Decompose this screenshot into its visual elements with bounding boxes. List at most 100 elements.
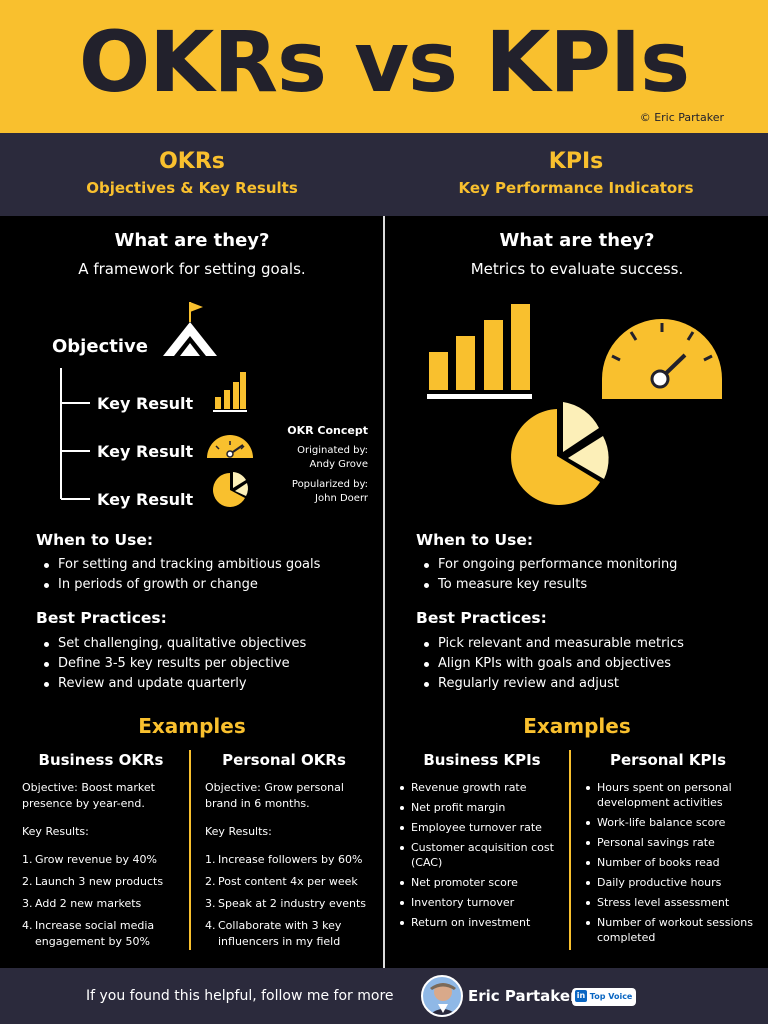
- personal-kpi-list: Hours spent on personal development acti…: [583, 780, 753, 945]
- okr-when-list: For setting and tracking ambitious goals…: [36, 555, 320, 595]
- list-item: 3. Speak at 2 industry events: [205, 897, 367, 910]
- list-item: 4. Collaborate with 3 key influencers in …: [205, 919, 342, 948]
- okr-concept: OKR Concept Originated by: Andy Grove Po…: [287, 424, 368, 506]
- originated-name: Andy Grove: [309, 459, 368, 470]
- list-item: For ongoing performance monitoring: [416, 555, 677, 575]
- list-item: Revenue growth rate: [399, 780, 567, 795]
- okr-best-list: Set challenging, qualitative objectives …: [36, 634, 306, 694]
- list-item: Return on investment: [399, 915, 567, 930]
- list-item: Number of workout sessions completed: [585, 915, 753, 945]
- copyright: © Eric Partaker: [639, 111, 724, 124]
- list-item: 1. Grow revenue by 40%: [22, 853, 157, 866]
- okr-subtitle: Objectives & Key Results: [86, 179, 298, 197]
- business-okrs-title: Business OKRs: [38, 751, 164, 769]
- business-kr-list: 1. Grow revenue by 40% 2. Launch 3 new pro…: [16, 852, 186, 950]
- list-item: Regularly review and adjust: [416, 674, 684, 694]
- business-kpis-title: Business KPIs: [423, 751, 541, 769]
- key-result-label: Key Result: [97, 490, 194, 509]
- business-kr-label: Key Results:: [22, 825, 89, 838]
- personal-okrs-title: Personal OKRs: [222, 751, 346, 769]
- list-item: In periods of growth or change: [36, 575, 320, 595]
- kpi-best-list: Pick relevant and measurable metrics Ali…: [416, 634, 684, 694]
- column-divider: [383, 216, 385, 968]
- personal-okrs: Personal OKRs Objective: Grow personal b…: [199, 746, 369, 956]
- list-item: 2. Post content 4x per week: [205, 875, 358, 888]
- top-voice-badge[interactable]: in Top Voice: [572, 988, 636, 1006]
- okr-what-title: What are they?: [114, 230, 270, 251]
- list-item: Customer acquisition cost (CAC): [399, 840, 567, 870]
- kpi-when-list: For ongoing performance monitoring To me…: [416, 555, 677, 595]
- kpi-what-title: What are they?: [499, 230, 655, 251]
- title-banner: OKRs vs KPIs © Eric Partaker: [0, 0, 768, 133]
- key-result-label: Key Result: [97, 442, 194, 461]
- okr-diagram: [60, 302, 253, 507]
- follow-cta: If you found this helpful, follow me for…: [86, 988, 394, 1004]
- column-header: OKRs Objectives & Key Results KPIs Key P…: [0, 133, 768, 216]
- bar-chart-icon: [213, 372, 247, 412]
- list-item: 1. Increase followers by 60%: [205, 853, 363, 866]
- list-item: For setting and tracking ambitious goals: [36, 555, 320, 575]
- popularized-name: John Doerr: [315, 493, 368, 504]
- personal-kr-label: Key Results:: [205, 825, 272, 838]
- list-item: Net promoter score: [399, 875, 567, 890]
- list-item: Number of books read: [585, 855, 753, 870]
- gauge-icon: [602, 319, 722, 399]
- list-item: Employee turnover rate: [399, 820, 567, 835]
- concept-title: OKR Concept: [287, 424, 368, 437]
- personal-objective: Objective: Grow personal brand in 6 mont…: [205, 781, 344, 810]
- gauge-icon: [207, 435, 253, 458]
- business-kpis: Business KPIs Revenue growth rate Net pr…: [397, 746, 567, 935]
- key-result-label: Key Result: [97, 394, 194, 413]
- okr-best-title: Best Practices:: [36, 609, 167, 627]
- kpi-illustration: [427, 304, 722, 505]
- bar-chart-icon: [427, 304, 532, 399]
- kpi-best-title: Best Practices:: [416, 609, 547, 627]
- footer: If you found this helpful, follow me for…: [0, 968, 768, 1024]
- list-item: Align KPIs with goals and objectives: [416, 654, 684, 674]
- list-item: Hours spent on personal development acti…: [585, 780, 753, 810]
- personal-kr-list: 1. Increase followers by 60% 2. Post conte…: [199, 852, 369, 950]
- pie-chart-icon: [213, 472, 248, 507]
- list-item: To measure key results: [416, 575, 677, 595]
- kpi-what-text: Metrics to evaluate success.: [470, 260, 684, 278]
- list-item: Daily productive hours: [585, 875, 753, 890]
- personal-kpis-title: Personal KPIs: [609, 751, 727, 769]
- list-item: Review and update quarterly: [36, 674, 306, 694]
- kpi-examples-title: Examples: [523, 714, 631, 738]
- list-item: Net profit margin: [399, 800, 567, 815]
- badge-label: Top Voice: [589, 992, 633, 1001]
- list-item: Stress level assessment: [585, 895, 753, 910]
- okr-what-text: A framework for setting goals.: [78, 260, 306, 278]
- list-item: 4. Increase social media engagement by 50…: [22, 919, 155, 948]
- list-item: Set challenging, qualitative objectives: [36, 634, 306, 654]
- kpi-header: KPIs Key Performance Indicators: [384, 133, 768, 198]
- avatar[interactable]: [421, 975, 463, 1017]
- page-title: OKRs vs KPIs: [78, 13, 690, 111]
- avatar-image: [429, 983, 457, 1015]
- business-kpi-list: Revenue growth rate Net profit margin Em…: [397, 780, 567, 930]
- list-item: 2. Launch 3 new products: [22, 875, 164, 888]
- linkedin-icon: in: [575, 989, 587, 1002]
- okr-title: OKRs: [159, 149, 225, 174]
- kpi-when-title: When to Use:: [416, 531, 534, 549]
- author-name[interactable]: Eric Partaker: [468, 987, 578, 1005]
- list-item: Pick relevant and measurable metrics: [416, 634, 684, 654]
- list-item: Inventory turnover: [399, 895, 567, 910]
- business-objective: Objective: Boost market presence by year…: [22, 781, 155, 810]
- examples-divider: [189, 750, 191, 950]
- originated-label: Originated by:: [297, 445, 368, 456]
- popularized-label: Popularized by:: [291, 479, 368, 490]
- business-okrs: Business OKRs Objective: Boost market pr…: [16, 746, 186, 956]
- okr-when-title: When to Use:: [36, 531, 154, 549]
- pie-chart-icon: [511, 402, 609, 505]
- list-item: 3. Add 2 new markets: [22, 897, 142, 910]
- objective-label: Objective: [52, 336, 148, 357]
- list-item: Personal savings rate: [585, 835, 753, 850]
- mountain-flag-icon: [163, 302, 217, 356]
- kpi-title: KPIs: [548, 149, 604, 174]
- okr-header: OKRs Objectives & Key Results: [0, 133, 384, 198]
- list-item: Work-life balance score: [585, 815, 753, 830]
- personal-kpis: Personal KPIs Hours spent on personal de…: [583, 746, 753, 950]
- kpi-subtitle: Key Performance Indicators: [458, 179, 694, 197]
- kpi-panel: What are they? Metrics to evaluate succe…: [385, 216, 768, 968]
